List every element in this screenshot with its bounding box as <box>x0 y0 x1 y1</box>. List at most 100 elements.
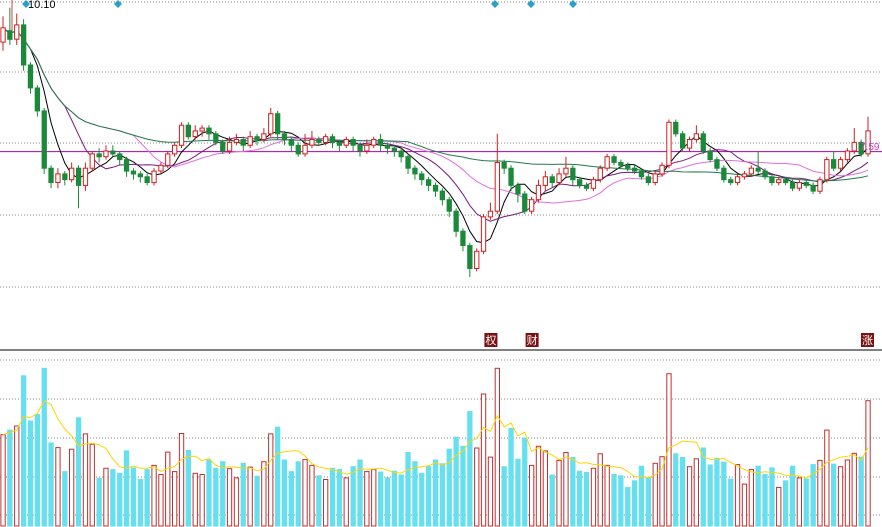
candle <box>721 165 727 183</box>
candle <box>563 156 569 177</box>
candle-body <box>62 173 68 181</box>
candle <box>419 171 425 186</box>
volume-bar <box>14 425 20 527</box>
candle <box>288 136 295 151</box>
candle <box>412 165 418 180</box>
volume-bar <box>467 411 473 527</box>
event-tag: 财 <box>525 333 539 347</box>
volume-bar <box>391 470 398 527</box>
candle <box>226 136 233 154</box>
candle <box>357 142 363 157</box>
candle-body <box>583 184 590 189</box>
volume-bar <box>755 465 761 527</box>
volume-bar <box>645 477 652 527</box>
volume-bar <box>7 429 13 527</box>
candle-body <box>549 176 555 184</box>
candle-body <box>309 139 315 146</box>
volume-bar <box>590 467 597 527</box>
event-tag-box <box>484 333 498 347</box>
candle <box>501 159 507 174</box>
volume-bar <box>21 375 27 527</box>
candle-body <box>625 164 631 169</box>
candle <box>103 145 109 160</box>
candle <box>281 130 288 146</box>
candle-body <box>323 136 329 143</box>
candle <box>714 156 720 172</box>
candle-body <box>494 162 501 212</box>
volume-bar <box>89 443 95 527</box>
candle <box>803 179 809 189</box>
candle <box>378 133 384 151</box>
candle <box>432 182 439 197</box>
volume-bar <box>261 461 267 527</box>
candle <box>275 110 281 140</box>
candle <box>89 151 95 172</box>
volume-bar <box>281 459 288 527</box>
candle <box>398 148 404 163</box>
reference-lines <box>0 0 882 153</box>
candle-body <box>844 150 851 161</box>
candle-body <box>391 147 398 152</box>
ma-line-ma10 <box>2 27 869 222</box>
candle-body <box>41 110 47 169</box>
candle-body <box>158 164 164 172</box>
candle <box>323 133 329 146</box>
volume-bar <box>769 467 775 527</box>
volume-ma-path <box>2 400 869 479</box>
candle-body <box>220 141 226 152</box>
candle-body <box>460 230 466 246</box>
volume-bar <box>233 477 240 527</box>
candle <box>515 182 521 203</box>
candle <box>336 139 343 151</box>
candle <box>645 173 652 186</box>
candle <box>652 171 658 186</box>
volume-bar <box>343 477 349 527</box>
candle-body <box>638 170 645 178</box>
candle <box>7 7 13 45</box>
volume-bar <box>96 477 102 527</box>
volume-bar <box>549 474 555 527</box>
candle-body <box>522 193 528 212</box>
volume-bar <box>34 413 41 527</box>
volume-bar <box>130 467 137 527</box>
volume-bar <box>192 472 198 527</box>
candle-body <box>178 124 185 146</box>
volume-bar <box>213 467 219 527</box>
volume-bar <box>460 445 466 527</box>
candle-body <box>103 150 109 158</box>
volume-bar <box>796 477 803 527</box>
candle-body <box>446 199 452 212</box>
volume-bar <box>707 464 713 527</box>
candle-body <box>666 121 672 166</box>
candle-body <box>824 159 830 181</box>
candle <box>666 119 672 169</box>
candle-body <box>151 170 157 184</box>
candle-body <box>130 170 137 175</box>
candle <box>508 165 514 192</box>
candle <box>762 168 768 180</box>
candle-body <box>110 150 116 155</box>
candle <box>597 165 603 183</box>
candle-body <box>288 139 295 146</box>
volume-bar <box>412 461 418 527</box>
candle-body <box>515 184 521 195</box>
event-tag-label: 涨 <box>862 334 873 347</box>
candle <box>130 168 137 180</box>
volume-bar <box>556 459 562 527</box>
event-tag-label: 财 <box>527 333 538 347</box>
candle-body <box>7 30 13 40</box>
candle-body <box>384 144 391 149</box>
candle <box>618 159 624 169</box>
volume-bar <box>336 469 343 527</box>
candle <box>796 179 803 192</box>
volume-bars <box>0 367 871 527</box>
volume-bar <box>48 442 54 527</box>
candle <box>590 176 597 192</box>
candle-body <box>75 167 82 186</box>
candle-body <box>858 141 864 155</box>
candle <box>707 148 713 163</box>
volume-bar <box>494 367 501 527</box>
volume-bar <box>247 466 253 527</box>
candle <box>604 153 610 172</box>
volume-bar <box>810 464 816 527</box>
